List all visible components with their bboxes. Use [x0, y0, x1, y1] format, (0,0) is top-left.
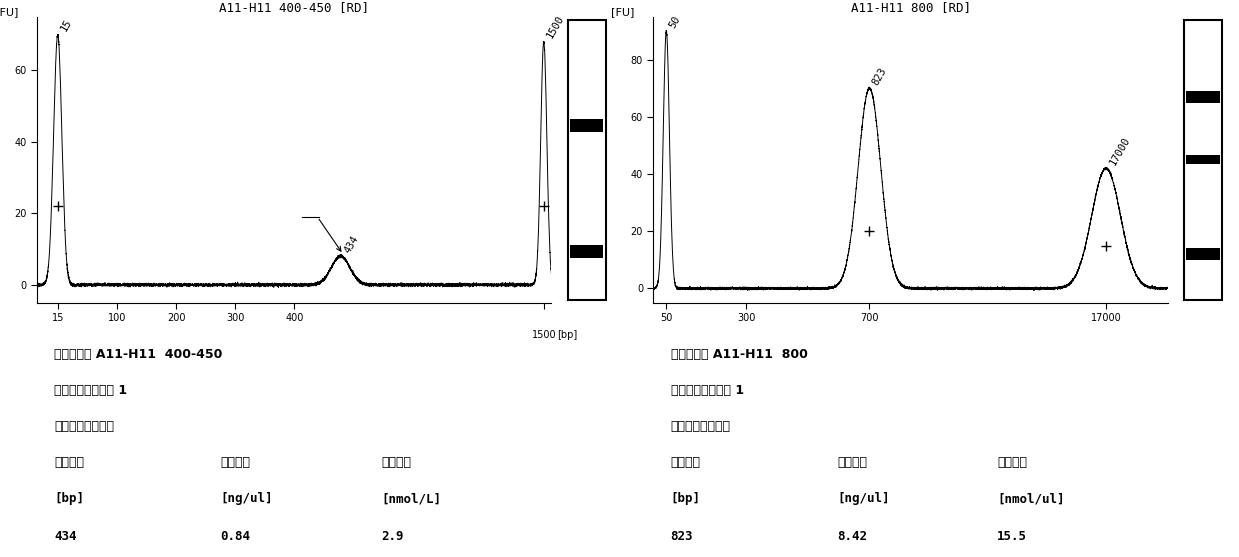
Text: 质量浓度: 质量浓度	[221, 456, 250, 470]
Text: 片段大小: 片段大小	[670, 456, 701, 470]
Text: 50: 50	[668, 14, 683, 30]
Text: 823: 823	[670, 530, 693, 543]
Text: 摩尔浓度: 摩尔浓度	[997, 456, 1027, 470]
Text: 样品名称： A11-H11  400-450: 样品名称： A11-H11 400-450	[55, 349, 223, 361]
Text: [bp]: [bp]	[556, 330, 577, 340]
Text: 片段大小: 片段大小	[55, 456, 84, 470]
Bar	[1187, 155, 1219, 164]
Text: 434: 434	[55, 530, 77, 543]
Text: [bp]: [bp]	[55, 492, 84, 505]
Text: 15.5: 15.5	[997, 530, 1027, 543]
Text: 0.84: 0.84	[221, 530, 250, 543]
Text: 1500: 1500	[532, 330, 556, 340]
Text: [nmol/ul]: [nmol/ul]	[997, 492, 1064, 505]
Text: 样品的具体情况：: 样品的具体情况：	[670, 421, 731, 433]
Bar	[1187, 248, 1219, 260]
Y-axis label: [FU]: [FU]	[611, 7, 634, 17]
Text: 摩尔浓度: 摩尔浓度	[382, 456, 411, 470]
Text: 17000: 17000	[1108, 135, 1131, 167]
Text: 15: 15	[59, 17, 74, 33]
Text: [ng/ul]: [ng/ul]	[221, 492, 273, 505]
Bar	[1187, 91, 1219, 102]
Text: 样品中峰的数量： 1: 样品中峰的数量： 1	[55, 384, 128, 398]
Text: [nmol/L]: [nmol/L]	[382, 492, 441, 505]
Text: 样品中峰的数量： 1: 样品中峰的数量： 1	[670, 384, 743, 398]
Bar	[567, 19, 606, 300]
Text: [ng/ul]: [ng/ul]	[836, 492, 890, 505]
Title: A11-H11 800 [RD]: A11-H11 800 [RD]	[851, 1, 970, 14]
Text: 1500: 1500	[545, 14, 566, 40]
Text: 质量浓度: 质量浓度	[836, 456, 867, 470]
Bar	[570, 119, 603, 132]
Text: 样品的具体情况：: 样品的具体情况：	[55, 421, 114, 433]
Text: 2.9: 2.9	[382, 530, 404, 543]
Bar	[1184, 19, 1222, 300]
Text: 样品名称： A11-H11  800: 样品名称： A11-H11 800	[670, 349, 808, 361]
Text: 434: 434	[342, 233, 361, 255]
Text: 8.42: 8.42	[836, 530, 867, 543]
Text: [bp]: [bp]	[670, 492, 701, 505]
Bar	[570, 245, 603, 258]
Title: A11-H11 400-450 [RD]: A11-H11 400-450 [RD]	[219, 1, 369, 14]
Y-axis label: [FU]: [FU]	[0, 7, 19, 17]
Text: 823: 823	[871, 66, 888, 87]
